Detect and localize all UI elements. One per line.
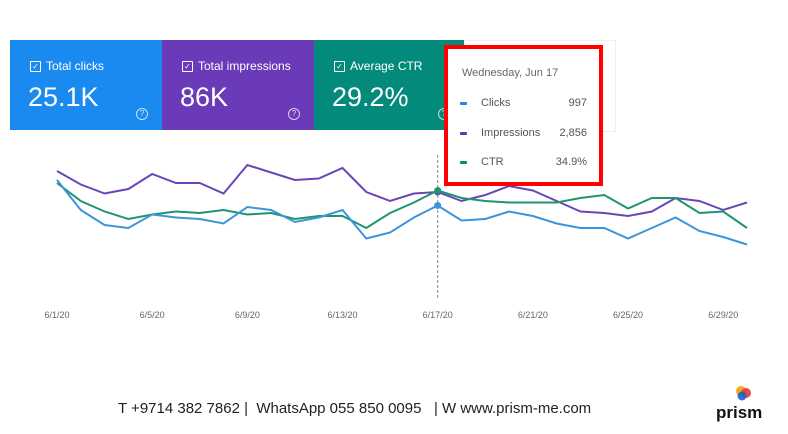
prism-logo: prism: [716, 383, 766, 423]
checkbox-icon[interactable]: ✓: [334, 60, 345, 72]
tooltip-label: Impressions: [481, 127, 541, 139]
help-icon[interactable]: ?: [288, 108, 300, 120]
prism-logo-icon: [736, 386, 751, 401]
legend-swatch-icon: [460, 160, 467, 164]
series-line-clicks: [56, 179, 748, 246]
x-tick-label: 6/21/20: [518, 310, 548, 320]
x-tick-label: 6/25/20: [613, 310, 643, 320]
footer-contact: T +9714 382 7862 | WhatsApp 055 850 0095…: [118, 400, 592, 417]
performance-chart: 6/1/20 6/5/20 6/9/20 6/13/20 6/17/20 6/21/20 6…: [44, 155, 748, 320]
x-tick-label: 6/1/20: [44, 310, 69, 320]
tooltip-value: 997: [568, 97, 587, 109]
card-label: Total clicks: [46, 59, 105, 73]
tooltip-row-clicks: Clicks 997: [460, 97, 587, 109]
x-tick-label: 6/17/20: [423, 310, 453, 320]
card-label: Total impressions: [198, 59, 291, 73]
card-label: Average CTR: [350, 59, 423, 73]
highlight-point-clicks: [434, 202, 442, 209]
tooltip-date: Wednesday, Jun 17: [462, 67, 559, 79]
card-value: 86K: [180, 82, 229, 112]
tooltip-value: 2,856: [559, 127, 587, 139]
checkbox-icon[interactable]: ✓: [30, 60, 41, 72]
tooltip-value: 34.9%: [555, 156, 587, 168]
chart-tooltip: Wednesday, Jun 17 Clicks 997 Impressions 2…: [444, 45, 603, 186]
x-tick-label: 6/13/20: [328, 310, 358, 320]
legend-swatch-icon: [460, 131, 467, 135]
tooltip-row-impressions: Impressions 2,856: [460, 127, 587, 139]
legend-swatch-icon: [460, 101, 467, 105]
tooltip-label: CTR: [481, 156, 504, 168]
x-tick-label: 6/9/20: [235, 310, 260, 320]
logo-text: prism: [716, 403, 763, 422]
total-impressions-card[interactable]: ✓ Total impressions 86K ?: [162, 40, 314, 130]
x-tick-label: 6/29/20: [708, 310, 738, 320]
series-line-ctr: [56, 182, 748, 230]
total-clicks-card[interactable]: ✓ Total clicks 25.1K ?: [10, 40, 162, 130]
average-ctr-card[interactable]: ✓Average CTR 29.2% ?: [314, 40, 464, 130]
tooltip-label: Clicks: [481, 97, 511, 109]
series-line-impressions: [56, 163, 748, 218]
x-tick-label: 6/5/20: [140, 310, 165, 320]
card-value: 25.1K: [28, 82, 99, 112]
highlight-point-ctr: [434, 187, 442, 194]
help-icon[interactable]: ?: [136, 108, 148, 120]
checkbox-icon[interactable]: ✓: [182, 60, 193, 72]
card-value: 29.2%: [332, 82, 409, 112]
tooltip-row-ctr: CTR 34.9%: [460, 156, 587, 168]
